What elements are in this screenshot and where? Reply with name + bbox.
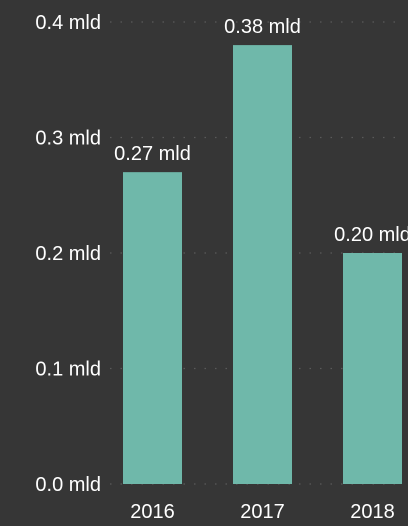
x-tick-label-2018: 2018	[350, 501, 395, 523]
bar-2017	[233, 45, 292, 484]
bar-2016	[123, 172, 182, 484]
data-label-2018: 0.20 mld	[334, 224, 408, 246]
data-labels: 0.27 mld 0.38 mld 0.20 mld	[114, 16, 408, 246]
bar-2018	[343, 253, 402, 484]
data-label-2017: 0.38 mld	[224, 16, 301, 38]
data-label-2016: 0.27 mld	[114, 143, 191, 165]
y-tick-label-2: 0.2 mld	[35, 243, 101, 265]
x-axis-tick-labels: 2016 2017 2018	[130, 501, 395, 523]
bars	[123, 45, 402, 484]
y-axis-tick-labels: 0.0 mld 0.1 mld 0.2 mld 0.3 mld 0.4 mld	[35, 12, 101, 496]
y-tick-label-0: 0.0 mld	[35, 474, 101, 496]
y-tick-label-3: 0.3 mld	[35, 128, 101, 150]
x-tick-label-2017: 2017	[240, 501, 285, 523]
x-tick-label-2016: 2016	[130, 501, 175, 523]
y-tick-label-1: 0.1 mld	[35, 359, 101, 381]
y-tick-label-4: 0.4 mld	[35, 12, 101, 34]
